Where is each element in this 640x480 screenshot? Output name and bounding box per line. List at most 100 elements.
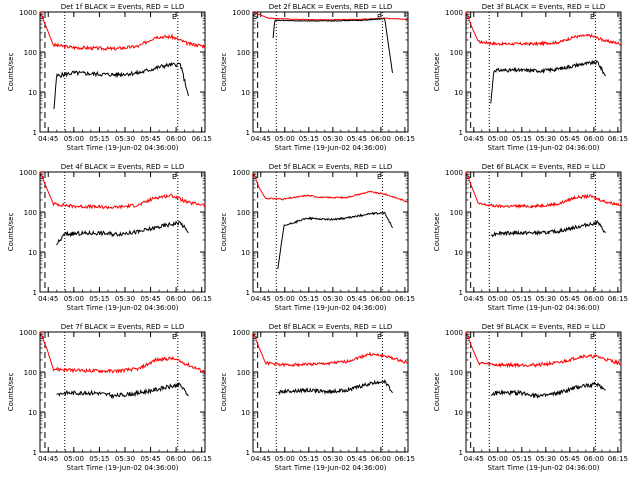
x-tick-label: 06:00 [166,295,186,303]
x-tick-label: 05:30 [536,455,556,463]
y-tick-label: 10 [241,249,250,257]
y-tick-label: 1 [33,289,37,297]
series-black-events [56,220,189,246]
marker-e: E [172,13,176,21]
x-tick-label: 05:15 [299,135,319,143]
x-tick-label: 05:15 [89,295,109,303]
x-tick-label: 06:00 [166,135,186,143]
y-axis-label: Counts/sec [7,213,15,252]
plot-frame [39,11,206,133]
y-tick-label: 100 [450,369,463,377]
x-tick-label: 05:00 [64,295,84,303]
series-black-events [56,381,189,400]
panel-det-7: Det 7f BLACK = Events, RED = LLD 1 10 100 10… [7,323,212,472]
panel-det-3: Det 3f BLACK = Events, RED = LLD 1 10 100 10… [433,3,628,152]
x-tick-label: 05:00 [275,455,295,463]
y-tick-label: 100 [24,49,37,57]
x-tick-label: 05:45 [140,455,160,463]
x-tick-label: 05:00 [488,455,508,463]
x-axis-label: Start Time (19-Jun-02 04:36:00) [67,304,179,312]
panel-det-4: Det 4f BLACK = Events, RED = LLD 1 10 100 10… [7,163,212,312]
plot-frame [465,331,622,453]
marker-e: E [377,333,381,341]
x-tick-label: 05:45 [140,295,160,303]
y-tick-label: 10 [28,249,37,257]
x-tick-label: 05:30 [115,295,135,303]
x-tick-label: 04:45 [251,135,271,143]
x-tick-label: 05:15 [299,455,319,463]
x-tick-label: 06:15 [192,455,212,463]
y-tick-label: 10 [241,409,250,417]
series-red-lld [39,331,206,374]
x-tick-label: 05:15 [89,135,109,143]
y-tick-label: 1 [33,129,37,137]
series-black-events [490,59,606,104]
x-tick-label: 05:15 [299,295,319,303]
series-red-lld [39,11,206,52]
x-tick-label: 06:00 [371,455,391,463]
series-black-events [277,211,393,270]
x-tick-label: 04:45 [38,295,58,303]
marker-e: E [172,173,176,181]
x-tick-label: 06:15 [608,295,628,303]
x-tick-label: 04:45 [251,455,271,463]
x-axis-label: Start Time (19-Jun-02 04:36:00) [488,464,600,472]
y-tick-label: 1000 [445,9,463,17]
x-tick-label: 06:15 [192,295,212,303]
y-tick-label: 100 [24,209,37,217]
x-tick-label: 06:00 [584,295,604,303]
x-tick-label: 06:00 [584,135,604,143]
marker-s: S [253,173,258,181]
x-tick-label: 05:00 [488,135,508,143]
x-tick-label: 05:00 [64,455,84,463]
y-tick-label: 10 [454,89,463,97]
x-tick-label: 04:45 [38,135,58,143]
x-axis-label: Start Time (19-Jun-02 04:36:00) [488,304,600,312]
x-tick-label: 06:15 [395,295,415,303]
x-tick-label: 05:00 [488,295,508,303]
x-axis-label: Start Time (19-Jun-02 04:36:00) [275,144,387,152]
panel-title: Det 7f BLACK = Events, RED = LLD [61,323,184,331]
panel-title: Det 2f BLACK = Events, RED = LLD [269,3,392,11]
panel-det-8: Det 8f BLACK = Events, RED = LLD 1 10 100 10… [220,323,415,472]
marker-e: E [377,173,381,181]
y-tick-label: 10 [454,409,463,417]
y-tick-label: 1 [246,129,250,137]
y-tick-label: 1 [459,449,463,457]
x-tick-label: 05:45 [560,295,580,303]
y-tick-label: 10 [28,409,37,417]
y-axis-label: Counts/sec [220,373,228,412]
x-tick-label: 06:15 [192,135,212,143]
y-tick-label: 10 [241,89,250,97]
x-tick-label: 05:00 [64,135,84,143]
x-tick-label: 05:30 [536,295,556,303]
x-axis-label: Start Time (19-Jun-02 04:36:00) [67,464,179,472]
x-tick-label: 05:45 [560,135,580,143]
marker-s: S [466,333,471,341]
x-tick-label: 05:30 [536,135,556,143]
panel-det-6: Det 6f BLACK = Events, RED = LLD 1 10 100 10… [433,163,628,312]
y-axis-label: Counts/sec [433,373,441,412]
y-tick-label: 100 [237,49,250,57]
y-tick-label: 1 [246,449,250,457]
marker-e: E [590,13,594,21]
x-tick-label: 04:45 [38,455,58,463]
series-red-lld [465,11,622,47]
x-tick-label: 05:45 [347,455,367,463]
x-tick-label: 06:00 [584,455,604,463]
y-tick-label: 1000 [232,169,250,177]
marker-e: E [590,333,594,341]
y-tick-label: 100 [450,209,463,217]
x-tick-label: 05:30 [323,455,343,463]
panel-det-1: Det 1f BLACK = Events, RED = LLD 1 10 100 10… [7,3,212,152]
x-axis-label: Start Time (19-Jun-02 04:36:00) [275,464,387,472]
plot-frame [465,171,622,293]
y-tick-label: 10 [454,249,463,257]
y-tick-label: 1 [459,129,463,137]
plot-frame [252,331,409,453]
x-tick-label: 06:00 [371,295,391,303]
x-tick-label: 06:00 [371,135,391,143]
marker-e: E [590,173,594,181]
marker-e: E [172,333,176,341]
x-tick-label: 05:30 [323,295,343,303]
